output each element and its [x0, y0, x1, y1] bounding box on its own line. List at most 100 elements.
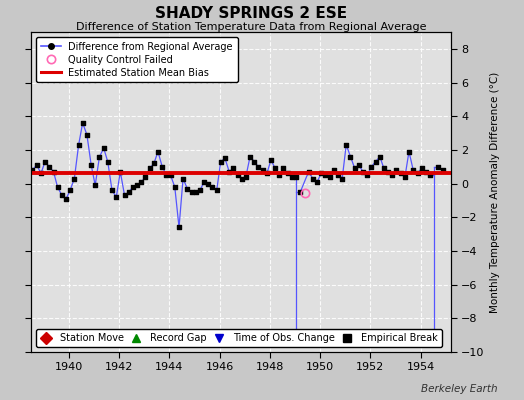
Point — [32, 162, 41, 168]
Point — [434, 164, 443, 170]
Point — [137, 179, 146, 185]
Point — [384, 168, 392, 175]
Point — [355, 162, 363, 168]
Point — [263, 170, 271, 177]
Point — [188, 189, 196, 195]
Text: Berkeley Earth: Berkeley Earth — [421, 384, 498, 394]
Point — [100, 145, 108, 152]
Point — [246, 154, 254, 160]
Point — [158, 164, 167, 170]
Point — [409, 167, 418, 173]
Point — [225, 168, 233, 175]
Point — [380, 165, 388, 172]
Point — [154, 148, 162, 155]
Point — [171, 184, 179, 190]
Point — [413, 170, 422, 177]
Point — [79, 120, 87, 126]
Point — [363, 172, 372, 178]
Point — [87, 162, 95, 168]
Point — [125, 189, 133, 195]
Point — [179, 175, 187, 182]
Point — [351, 165, 359, 172]
Point — [108, 187, 116, 194]
Point — [141, 174, 149, 180]
Point — [254, 164, 263, 170]
Point — [317, 170, 325, 177]
Point — [388, 172, 397, 178]
Point — [74, 142, 83, 148]
Point — [183, 186, 191, 192]
Point — [175, 224, 183, 230]
Point — [28, 167, 37, 173]
Point — [216, 158, 225, 165]
Point — [116, 168, 125, 175]
Text: SHADY SPRINGS 2 ESE: SHADY SPRINGS 2 ESE — [156, 6, 347, 21]
Point — [66, 187, 74, 194]
Point — [334, 172, 342, 178]
Point — [346, 154, 355, 160]
Point — [275, 172, 283, 178]
Point — [376, 154, 384, 160]
Point — [242, 174, 250, 180]
Point — [330, 167, 338, 173]
Point — [58, 192, 66, 198]
Point — [62, 196, 70, 202]
Point — [439, 167, 447, 173]
Point — [191, 189, 200, 195]
Point — [133, 182, 141, 188]
Point — [292, 174, 300, 180]
Point — [342, 142, 351, 148]
Point — [104, 158, 112, 165]
Point — [208, 184, 216, 190]
Point — [267, 157, 275, 163]
Point — [129, 184, 137, 190]
Point — [397, 170, 405, 177]
Legend: Station Move, Record Gap, Time of Obs. Change, Empirical Break: Station Move, Record Gap, Time of Obs. C… — [36, 329, 442, 347]
Point — [279, 165, 288, 172]
Text: Difference of Station Temperature Data from Regional Average: Difference of Station Temperature Data f… — [77, 22, 427, 32]
Point — [422, 168, 430, 175]
Point — [162, 172, 171, 178]
Point — [83, 132, 91, 138]
Point — [204, 180, 212, 187]
Point — [237, 175, 246, 182]
Point — [304, 168, 313, 175]
Point — [200, 179, 209, 185]
Point — [258, 167, 267, 173]
Point — [338, 175, 346, 182]
Point — [195, 187, 204, 194]
Point — [288, 174, 296, 180]
Point — [283, 170, 292, 177]
Point — [49, 168, 58, 175]
Point — [221, 155, 229, 162]
Point — [271, 165, 279, 172]
Point — [229, 165, 237, 172]
Point — [166, 172, 174, 178]
Y-axis label: Monthly Temperature Anomaly Difference (°C): Monthly Temperature Anomaly Difference (… — [490, 71, 500, 313]
Point — [213, 187, 221, 194]
Point — [367, 164, 376, 170]
Point — [309, 175, 317, 182]
Point — [392, 167, 401, 173]
Point — [91, 182, 100, 188]
Point — [405, 148, 413, 155]
Point — [233, 172, 242, 178]
Point — [150, 160, 158, 166]
Point — [95, 154, 104, 160]
Point — [359, 168, 367, 175]
Point — [296, 189, 304, 195]
Point — [53, 184, 62, 190]
Point — [146, 165, 154, 172]
Point — [313, 179, 321, 185]
Point — [112, 194, 121, 200]
Point — [321, 172, 330, 178]
Point — [417, 165, 425, 172]
Point — [45, 164, 53, 170]
Point — [401, 174, 409, 180]
Point — [426, 172, 434, 178]
Point — [250, 158, 258, 165]
Point — [70, 175, 79, 182]
Point — [121, 192, 129, 198]
Point — [325, 174, 334, 180]
Point — [372, 158, 380, 165]
